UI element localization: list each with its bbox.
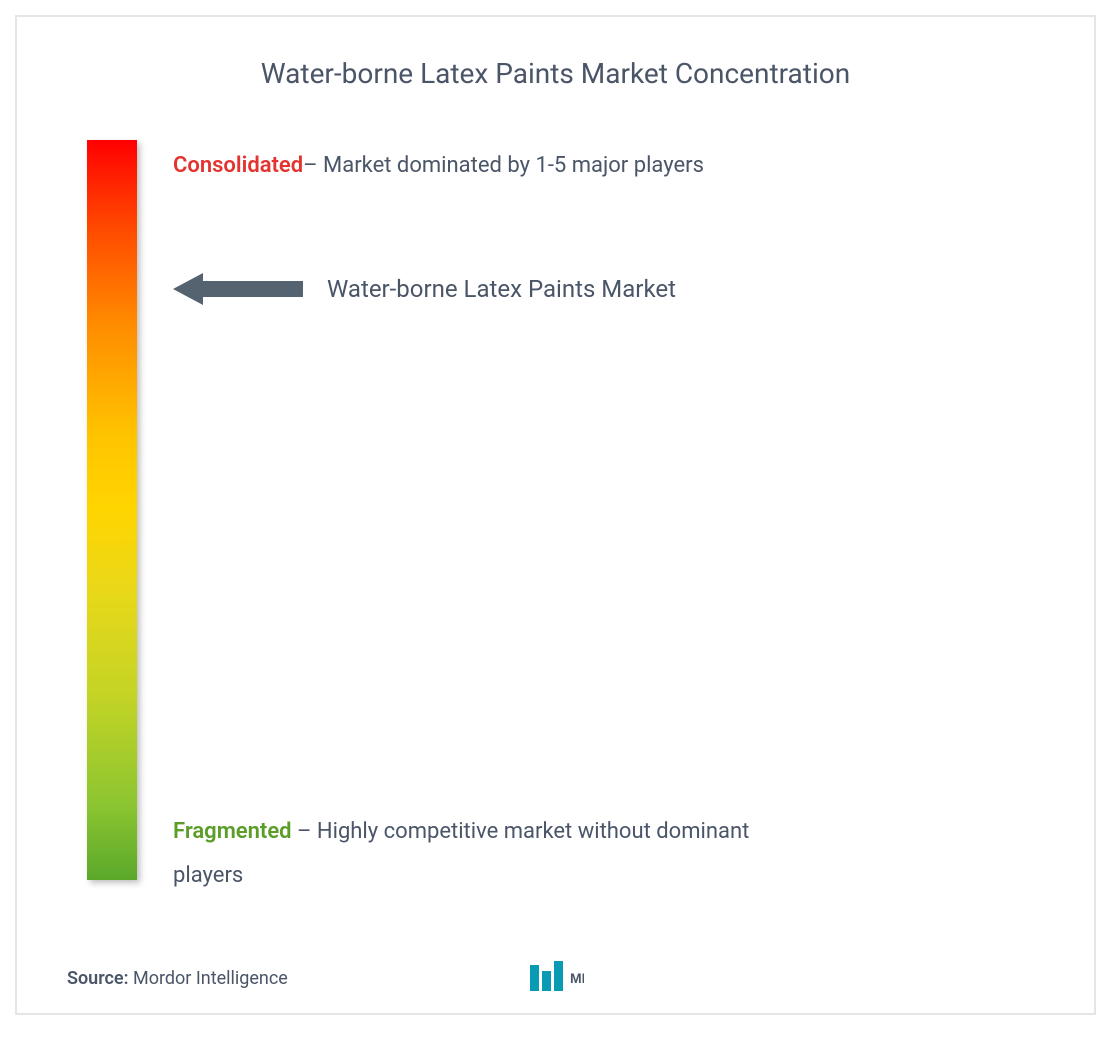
text-content: Consolidated– Market dominated by 1-5 ma… (173, 140, 1044, 880)
market-marker: Water-borne Latex Paints Market (173, 271, 676, 307)
svg-text:MI: MI (570, 970, 584, 986)
marker-label: Water-borne Latex Paints Market (327, 275, 676, 303)
chart-container: Water-borne Latex Paints Market Concentr… (15, 15, 1096, 1015)
consolidated-highlight: Consolidated (173, 153, 303, 178)
fragmented-text: Fragmented – Highly competitive market w… (173, 810, 773, 898)
chart-title: Water-borne Latex Paints Market Concentr… (67, 57, 1044, 90)
source-label: Source: (67, 968, 129, 989)
mordor-logo-icon: MI (528, 961, 584, 993)
consolidated-text: Consolidated– Market dominated by 1-5 ma… (173, 144, 773, 188)
content-area: Consolidated– Market dominated by 1-5 ma… (67, 140, 1044, 880)
fragmented-highlight: Fragmented (173, 819, 292, 844)
concentration-gradient-bar (87, 140, 137, 880)
consolidated-label-block: Consolidated– Market dominated by 1-5 ma… (173, 144, 773, 188)
fragmented-label-block: Fragmented – Highly competitive market w… (173, 810, 773, 898)
consolidated-description: – Market dominated by 1-5 major players (303, 153, 704, 178)
source-value: Mordor Intelligence (129, 968, 288, 989)
source-footer: Source: Mordor Intelligence (67, 968, 288, 989)
arrow-left-icon (173, 271, 303, 307)
